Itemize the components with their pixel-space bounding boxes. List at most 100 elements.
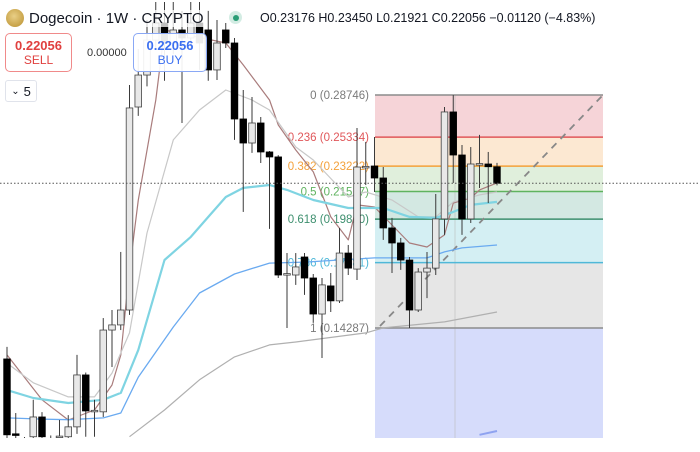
quantity-dropdown[interactable]: ⌄ 5 (5, 80, 37, 102)
candle (99, 318, 107, 417)
bullish-candle-body (335, 252, 344, 302)
fib-level-label: 0.618 (0.19810) (288, 214, 369, 226)
bullish-candle-body (47, 439, 54, 441)
bullish-candle-body (475, 163, 484, 166)
buy-label: BUY (157, 53, 183, 67)
bearish-candle-body (38, 416, 46, 438)
fib-zone (375, 328, 603, 438)
bullish-candle-body (90, 409, 99, 413)
candle (379, 167, 387, 240)
market-open-status-icon[interactable] (229, 11, 242, 24)
candle (292, 253, 300, 285)
dogecoin-logo (6, 9, 24, 27)
ohlc-readout: O0.23176 H0.23450 L0.21921 C0.22056 −0.0… (260, 11, 596, 25)
candle (12, 413, 20, 438)
bullish-candle-body (283, 273, 291, 276)
symbol-header[interactable]: Dogecoin · 1W · CRYPTO (6, 6, 204, 30)
candle (274, 155, 282, 279)
bearish-candle-body (230, 42, 239, 120)
bullish-candle-body (432, 218, 440, 269)
candle (222, 22, 230, 48)
bullish-candle-body (440, 111, 449, 220)
bullish-candle-body (117, 309, 125, 326)
candle (327, 273, 335, 313)
bearish-candle-body (379, 177, 387, 229)
candle (239, 90, 247, 212)
sell-price: 0.22056 (15, 38, 62, 53)
bearish-candle-body (344, 252, 352, 269)
bearish-candle-body (493, 166, 501, 184)
bullish-candle-body (213, 42, 221, 71)
bearish-candle-body (309, 277, 317, 315)
candle (29, 399, 37, 438)
candle (353, 127, 361, 281)
fib-level-label: 0.236 (0.25334) (288, 132, 369, 144)
bullish-candle-body (318, 284, 326, 315)
spread-value: 0.00000 (87, 47, 127, 59)
bearish-candle-body (257, 122, 265, 153)
buy-button[interactable]: 0.22056 BUY (133, 33, 207, 72)
candle (467, 147, 475, 223)
bearish-candle-body (82, 374, 90, 412)
buy-price: 0.22056 (146, 38, 194, 53)
bearish-candle-body (3, 358, 11, 436)
candle (484, 151, 492, 203)
bullish-candle-body (292, 266, 300, 276)
candle (117, 251, 125, 331)
moving-average-line (129, 311, 498, 438)
candlesticks (3, 1, 501, 441)
candle (257, 116, 265, 164)
fib-zone (375, 137, 603, 167)
bearish-candle-body (222, 29, 230, 44)
bearish-candle-body (388, 227, 396, 244)
candle (405, 256, 414, 328)
sell-button[interactable]: 0.22056 SELL (5, 33, 72, 72)
bullish-candle-body (423, 267, 431, 273)
candle (82, 372, 90, 437)
candle (3, 346, 11, 438)
candle (300, 253, 309, 295)
candle (64, 415, 72, 438)
candle (440, 106, 449, 235)
bullish-candle-body (353, 166, 361, 270)
bearish-candle-body (449, 111, 457, 156)
fibonacci-retracement[interactable]: 0 (0.28746) 0.236 (0.25334) 0.382 (0.23222… (288, 90, 604, 438)
candle (335, 227, 344, 304)
fib-level-label: 0 (0.28746) (310, 90, 369, 102)
moving-average-line (479, 430, 498, 436)
bullish-candle-body (73, 374, 81, 428)
bearish-candle-body (274, 156, 282, 276)
bearish-candle-body (370, 165, 379, 179)
bullish-candle-body (29, 416, 37, 438)
candle (125, 85, 134, 315)
candle (283, 253, 291, 328)
candle (449, 95, 457, 183)
sell-label: SELL (23, 53, 54, 67)
bearish-candle-body (484, 163, 492, 168)
candle (108, 310, 116, 367)
fib-level-label: 0.382 (0.23222) (288, 161, 369, 173)
fib-level-label: 1 (0.14287) (310, 323, 369, 335)
bullish-candle-body (99, 329, 107, 413)
candle (248, 97, 256, 153)
bullish-candle-body (414, 271, 422, 311)
fib-zone (375, 166, 603, 192)
candle (213, 20, 221, 80)
candle (265, 150, 274, 229)
candle (230, 37, 239, 140)
fib-zone (375, 95, 603, 138)
bullish-candle-body (134, 74, 142, 108)
candle (397, 237, 405, 270)
candle (423, 251, 431, 299)
candle (73, 354, 81, 434)
chevron-down-icon: ⌄ (11, 85, 20, 97)
bullish-candle-body (467, 163, 475, 220)
candle (362, 141, 370, 186)
candle (388, 217, 396, 274)
bearish-candle-body (458, 154, 466, 220)
candle (318, 278, 326, 358)
bullish-candle-body (55, 435, 64, 438)
candle (90, 399, 99, 437)
symbol-title[interactable]: Dogecoin · 1W · CRYPTO (29, 9, 204, 27)
